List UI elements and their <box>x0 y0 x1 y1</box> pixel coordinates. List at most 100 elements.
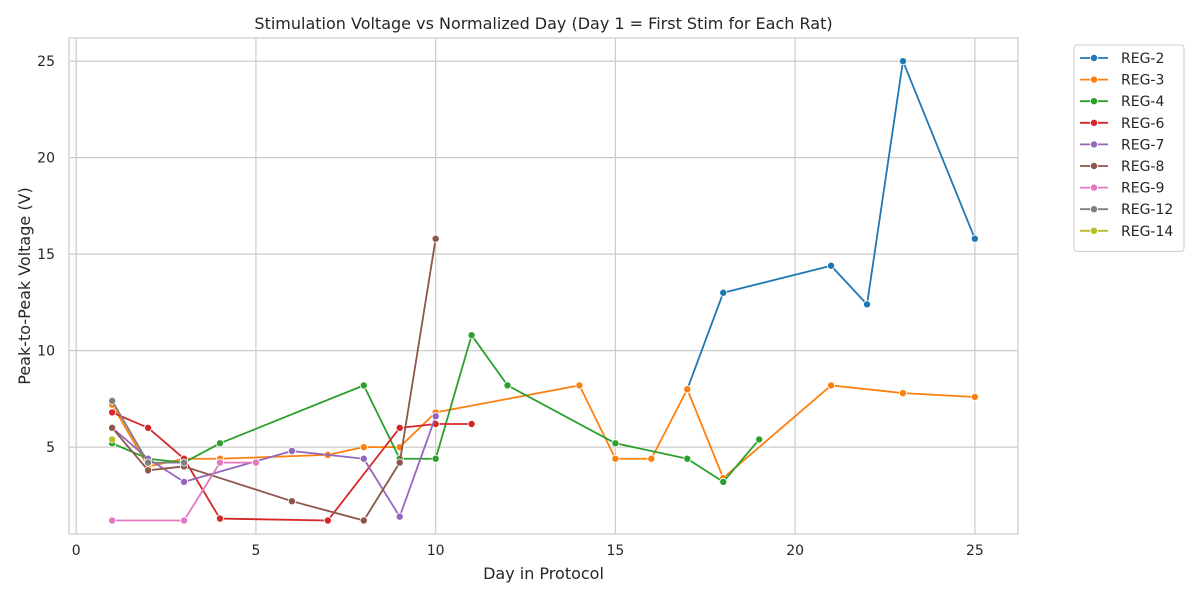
data-point <box>719 477 728 486</box>
data-point <box>970 392 979 401</box>
data-point <box>251 458 260 467</box>
data-point <box>431 234 440 243</box>
data-point <box>719 288 728 297</box>
legend-swatch-marker <box>1090 97 1099 106</box>
legend-swatch-marker <box>1090 226 1099 235</box>
x-tick-label: 20 <box>786 543 804 559</box>
legend-label: REG-2 <box>1121 51 1164 67</box>
data-point <box>395 512 404 521</box>
data-point <box>467 419 476 428</box>
legend-swatch-marker <box>1090 75 1099 84</box>
data-point <box>575 381 584 390</box>
data-point <box>359 454 368 463</box>
data-point <box>144 423 153 432</box>
data-point <box>755 435 764 444</box>
data-point <box>287 497 296 506</box>
data-point <box>395 423 404 432</box>
data-point <box>108 408 117 417</box>
data-point <box>683 454 692 463</box>
chart-title: Stimulation Voltage vs Normalized Day (D… <box>254 14 832 33</box>
data-point <box>431 412 440 421</box>
data-point <box>144 458 153 467</box>
data-point <box>827 261 836 270</box>
series-reg-14 <box>108 435 117 444</box>
legend-item: REG-12 <box>1080 202 1173 218</box>
data-point <box>180 458 189 467</box>
x-tick-label: 15 <box>606 543 624 559</box>
data-point <box>215 458 224 467</box>
data-point <box>144 466 153 475</box>
data-point <box>647 454 656 463</box>
series-reg-9 <box>108 458 260 525</box>
data-point <box>611 439 620 448</box>
legend: REG-2 REG-3 REG-4 REG-6 REG-7 REG-8 REG-9 REG-1… <box>1073 44 1185 252</box>
legend-label: REG-6 <box>1121 116 1164 132</box>
legend-item: REG-2 <box>1080 51 1164 67</box>
legend-label: REG-4 <box>1121 94 1164 110</box>
legend-swatch-marker <box>1090 140 1099 149</box>
y-tick-labels: 5 10 15 20 25 <box>37 54 55 456</box>
data-point <box>863 300 872 309</box>
legend-item: REG-8 <box>1080 159 1164 175</box>
data-point <box>898 389 907 398</box>
legend-item: REG-7 <box>1080 137 1164 153</box>
data-point <box>467 331 476 340</box>
data-point <box>359 381 368 390</box>
series-layer <box>108 57 979 525</box>
legend-label: REG-12 <box>1121 202 1173 218</box>
legend-label: REG-14 <box>1121 224 1173 240</box>
data-point <box>503 381 512 390</box>
data-point <box>180 477 189 486</box>
data-point <box>683 385 692 394</box>
grid-lines <box>69 38 1018 534</box>
x-tick-labels: 0 5 10 15 20 25 <box>72 543 984 559</box>
series-reg-6 <box>108 408 476 525</box>
series-reg-8 <box>108 234 440 525</box>
legend-item: REG-9 <box>1080 181 1164 197</box>
series-reg-12 <box>108 396 189 467</box>
data-point <box>611 454 620 463</box>
legend-item: REG-3 <box>1080 73 1164 89</box>
legend-item: REG-4 <box>1080 94 1164 110</box>
series-line <box>111 411 472 522</box>
data-point <box>108 396 117 405</box>
data-point <box>287 447 296 456</box>
legend-swatch-marker <box>1090 205 1099 214</box>
data-point <box>395 458 404 467</box>
x-tick-label: 5 <box>251 543 260 559</box>
data-point <box>359 516 368 525</box>
series-line <box>111 384 975 479</box>
y-tick-label: 15 <box>37 247 55 263</box>
legend-label: REG-3 <box>1121 73 1164 89</box>
plot-border <box>68 37 1019 535</box>
data-point <box>970 234 979 243</box>
plot-area <box>69 38 1018 534</box>
x-tick-label: 10 <box>427 543 445 559</box>
data-point <box>431 454 440 463</box>
legend-label: REG-7 <box>1121 137 1164 153</box>
legend-item: REG-6 <box>1080 116 1164 132</box>
y-tick-label: 10 <box>37 344 55 360</box>
legend-item: REG-14 <box>1080 224 1173 240</box>
y-axis-label: Peak-to-Peak Voltage (V) <box>15 187 34 385</box>
legend-swatch-marker <box>1090 118 1099 127</box>
legend-label: REG-9 <box>1121 181 1164 197</box>
y-tick-label: 20 <box>37 151 55 167</box>
data-point <box>108 423 117 432</box>
data-point <box>898 57 907 66</box>
series-line <box>112 461 256 522</box>
legend-label: REG-8 <box>1121 159 1164 175</box>
data-point <box>180 516 189 525</box>
x-axis-label: Day in Protocol <box>483 564 604 583</box>
data-point <box>215 514 224 523</box>
legend-box <box>1073 44 1185 252</box>
x-tick-label: 25 <box>966 543 984 559</box>
data-point <box>323 516 332 525</box>
data-point <box>359 443 368 452</box>
legend-swatch-marker <box>1090 183 1099 192</box>
data-point <box>108 516 117 525</box>
data-point <box>827 381 836 390</box>
legend-swatch-marker <box>1090 54 1099 63</box>
y-tick-label: 5 <box>46 440 55 456</box>
